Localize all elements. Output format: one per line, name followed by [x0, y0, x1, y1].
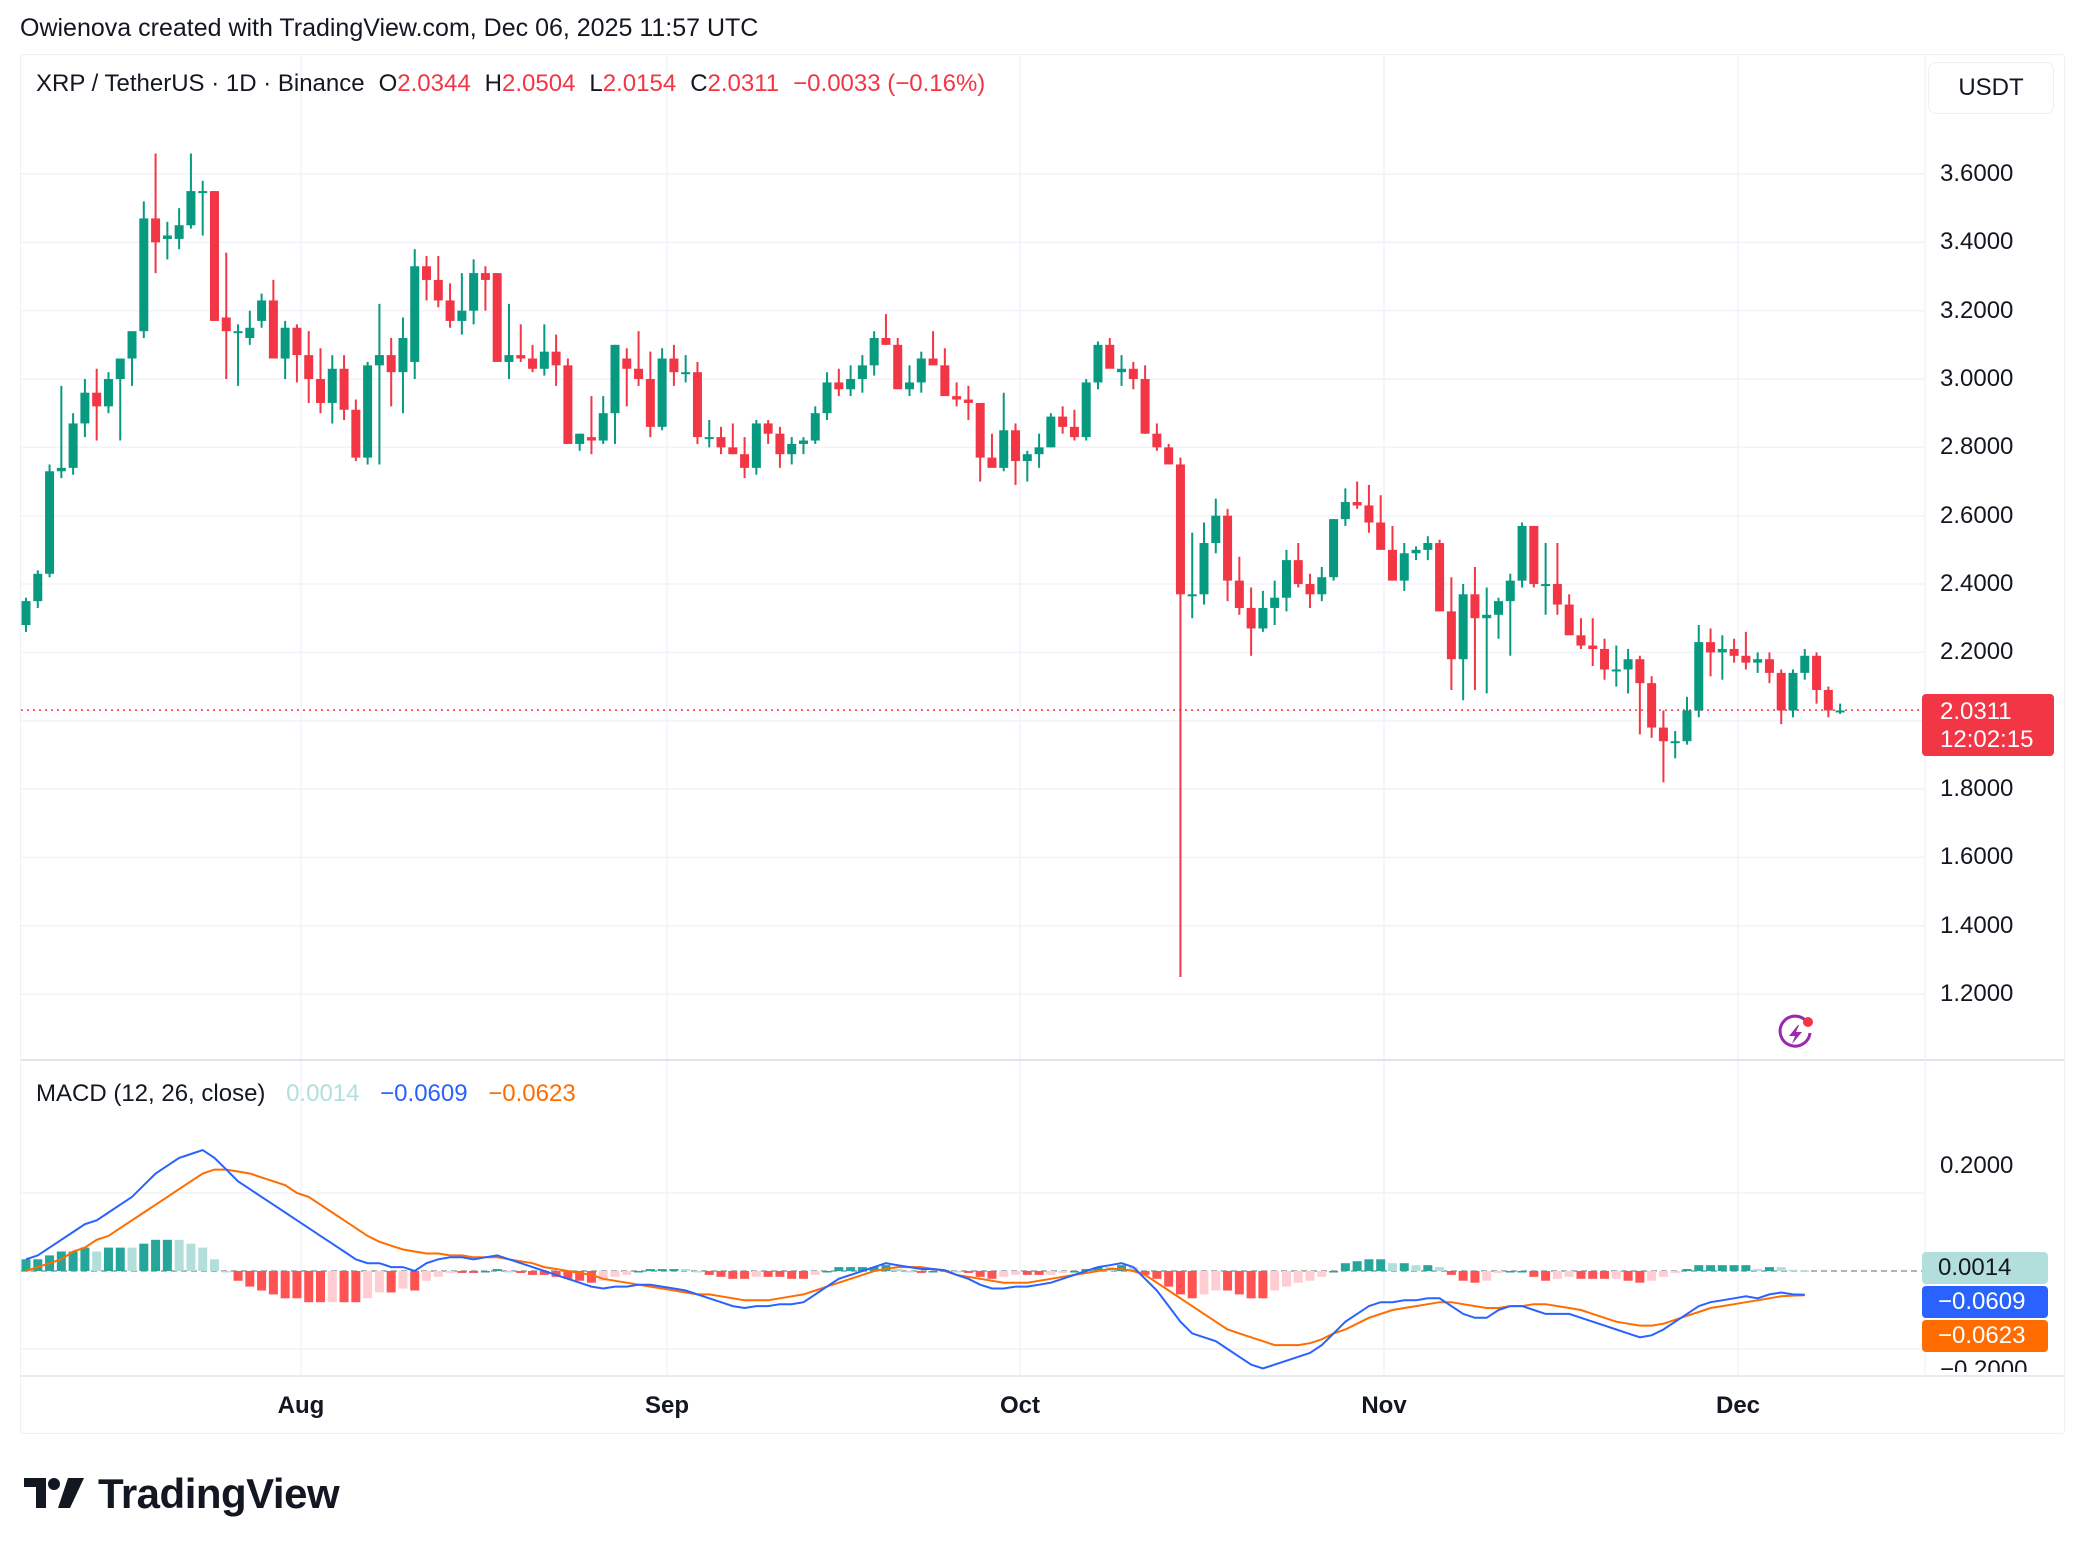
- price-tick: 3.6000: [1940, 160, 2014, 187]
- lightning-icon[interactable]: [1775, 1013, 1817, 1055]
- price-tick: 3.0000: [1940, 365, 2014, 393]
- macd-legend: MACD (12, 26, close) 0.0014 −0.0609 −0.0…: [36, 1080, 576, 1108]
- macd-tick-0.2: 0.2000: [1940, 1152, 2014, 1179]
- bar-countdown: 12:02:15: [1940, 726, 2034, 753]
- high-value: 2.0504: [502, 70, 576, 97]
- time-label-aug: Aug: [277, 1392, 325, 1419]
- price-tick: 3.2000: [1940, 296, 2014, 324]
- macd-title[interactable]: MACD (12, 26, close): [36, 1080, 266, 1107]
- open-label: O: [378, 70, 398, 97]
- price-tick: 2.8000: [1940, 433, 2014, 461]
- chart-frame: [20, 54, 2065, 1434]
- high-label: H: [484, 70, 503, 97]
- price-tick: 1.4000: [1940, 911, 2014, 939]
- price-tick: 3.4000: [1940, 228, 2014, 256]
- open-value: 2.0344: [397, 70, 471, 97]
- time-label-oct: Oct: [999, 1392, 1041, 1419]
- macd-tick-neg-0.2: −0.2000: [1940, 1356, 2028, 1372]
- chart-credit: Owienova created with TradingView.com, D…: [20, 14, 759, 42]
- time-label-nov: Nov: [1361, 1392, 1407, 1419]
- time-label-sep: Sep: [644, 1392, 690, 1419]
- close-label: C: [690, 70, 708, 97]
- price-tick: 1.6000: [1940, 843, 2014, 871]
- low-label: L: [589, 70, 603, 97]
- low-value: 2.0154: [602, 70, 677, 97]
- macd-line-value: −0.0609: [380, 1080, 468, 1107]
- price-tick: 1.8000: [1940, 775, 2014, 803]
- currency-button[interactable]: USDT: [1928, 62, 2054, 114]
- macd-signal-value: −0.0623: [488, 1080, 576, 1107]
- macd-hist-tag: 0.0014: [1922, 1252, 2048, 1284]
- macd-hist-value: 0.0014: [286, 1080, 360, 1107]
- brand-name: TradingView: [98, 1470, 340, 1517]
- last-price-value: 2.0311: [1940, 698, 2012, 725]
- symbol-name[interactable]: XRP / TetherUS · 1D · Binance: [36, 70, 365, 97]
- change-value: −0.0033 (−0.16%): [793, 70, 986, 97]
- last-price-tag: 2.0311 12:02:15: [1922, 694, 2054, 756]
- tradingview-logo[interactable]: TradingView: [24, 1470, 340, 1518]
- time-label-dec: Dec: [1715, 1392, 1761, 1419]
- price-tick: 2.4000: [1940, 570, 2014, 598]
- price-tick: 2.2000: [1940, 638, 2014, 666]
- price-tick: 2.6000: [1940, 501, 2014, 529]
- macd-line-tag: −0.0609: [1922, 1286, 2048, 1318]
- close-value: 2.0311: [707, 70, 780, 97]
- macd-signal-tag: −0.0623: [1922, 1320, 2048, 1352]
- tradingview-logo-icon: [24, 1478, 84, 1508]
- price-tick: 1.2000: [1940, 980, 2014, 1008]
